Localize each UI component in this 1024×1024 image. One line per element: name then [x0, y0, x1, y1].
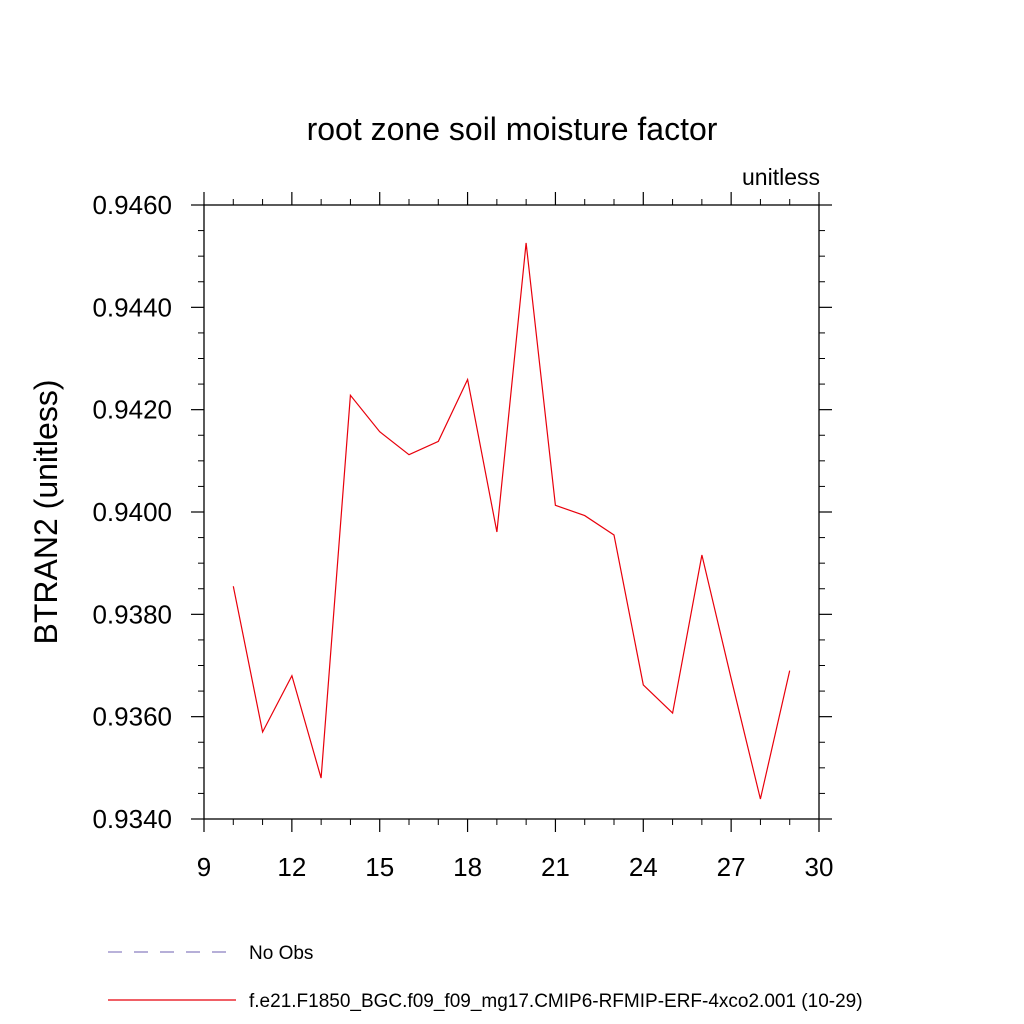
- legend: No Obs f.e21.F1850_BGC.f09_f09_mg17.CMIP6…: [108, 943, 863, 1012]
- axis-tick-labels: 9 12 15 18 21 24 27 30 0.9340 0.9360 0.9380 0.9400 0…: [92, 190, 833, 882]
- plot-frame: [203, 204, 820, 820]
- y-tick-label: 0.9360: [92, 702, 172, 732]
- x-tick-label: 18: [453, 852, 482, 882]
- x-tick-label: 9: [197, 852, 211, 882]
- y-tick-label: 0.9440: [92, 292, 172, 322]
- chart-title: root zone soil moisture factor: [307, 111, 718, 147]
- x-tick-label: 15: [365, 852, 394, 882]
- legend-label: f.e21.F1850_BGC.f09_f09_mg17.CMIP6-RFMIP…: [249, 991, 863, 1012]
- y-tick-label: 0.9400: [92, 497, 172, 527]
- series-layer: [232, 242, 791, 800]
- y-tick-label: 0.9420: [92, 395, 172, 425]
- x-tick-label: 21: [541, 852, 570, 882]
- x-tick-label: 30: [805, 852, 834, 882]
- x-tick-label: 27: [717, 852, 746, 882]
- series-line: [232, 242, 791, 800]
- y-tick-label: 0.9380: [92, 599, 172, 629]
- y-axis-label: BTRAN2 (unitless): [28, 380, 64, 645]
- axis-ticks: [191, 192, 832, 832]
- legend-label: No Obs: [249, 943, 313, 964]
- units-label: unitless: [742, 164, 820, 190]
- y-tick-label: 0.9340: [92, 804, 172, 834]
- x-tick-label: 12: [277, 852, 306, 882]
- x-tick-label: 24: [629, 852, 658, 882]
- y-tick-label: 0.9460: [92, 190, 172, 220]
